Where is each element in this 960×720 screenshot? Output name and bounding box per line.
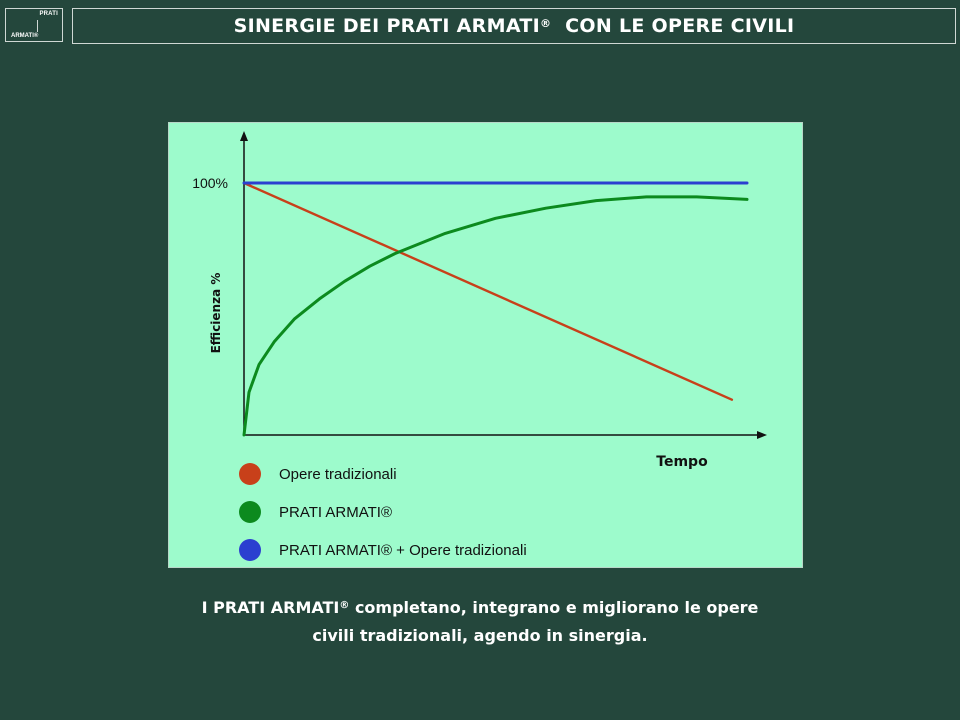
title-bar: SINERGIE DEI PRATI ARMATI® CON LE OPERE … (72, 8, 956, 44)
caption-line-1-a: I PRATI ARMATI (201, 598, 340, 617)
title-rest: CON LE OPERE CIVILI (551, 15, 795, 37)
x-axis-arrow (757, 431, 767, 439)
chart-panel: 100% Efficienza % Tempo Opere tradizionali… (168, 122, 803, 568)
title-main: SINERGIE DEI PRATI ARMATI (233, 15, 540, 37)
legend-label-2: PRATI ARMATI® (279, 503, 393, 521)
chart-axes (240, 131, 767, 439)
y-axis-arrow (240, 131, 248, 141)
logo-bottom-text: ARMATI® (11, 33, 39, 39)
y-tick-label: 100% (192, 175, 228, 191)
chart-svg: 100% Efficienza % Tempo (192, 131, 767, 470)
legend-swatch-1 (239, 463, 261, 485)
legend-label-3: PRATI ARMATI® + Opere tradizionali (279, 541, 527, 559)
legend-swatch-3 (239, 539, 261, 561)
legend-label-1: Opere tradizionali (279, 465, 397, 483)
chart-series-layer (242, 181, 749, 437)
caption-registered-mark: ® (339, 600, 350, 611)
logo-top-text: PRATI (39, 11, 58, 17)
legend-item-3: PRATI ARMATI® + Opere tradizionali (239, 531, 527, 569)
caption: I PRATI ARMATI® completano, integrano e … (100, 592, 860, 650)
series-line-1 (242, 181, 734, 401)
legend-swatch-2 (239, 501, 261, 523)
logo-divider (37, 20, 38, 32)
chart-legend: Opere tradizionali PRATI ARMATI® PRATI ARM… (239, 455, 527, 569)
legend-item-2: PRATI ARMATI® (239, 493, 527, 531)
logo: PRATI ARMATI® (5, 8, 63, 42)
title-registered-mark: ® (539, 17, 552, 30)
legend-item-1: Opere tradizionali (239, 455, 527, 493)
caption-line-1-b: completano, integrano e migliorano le op… (349, 598, 759, 617)
caption-line-1: I PRATI ARMATI® completano, integrano e … (100, 592, 860, 622)
series-line-2 (242, 195, 749, 437)
y-axis-label: Efficienza % (209, 273, 223, 354)
caption-line-2: civili tradizionali, agendo in sinergia. (312, 626, 648, 645)
chart-labels-layer: 100% Efficienza % Tempo (192, 175, 708, 470)
x-axis-label: Tempo (656, 454, 708, 470)
page-title: SINERGIE DEI PRATI ARMATI® CON LE OPERE … (234, 15, 795, 37)
